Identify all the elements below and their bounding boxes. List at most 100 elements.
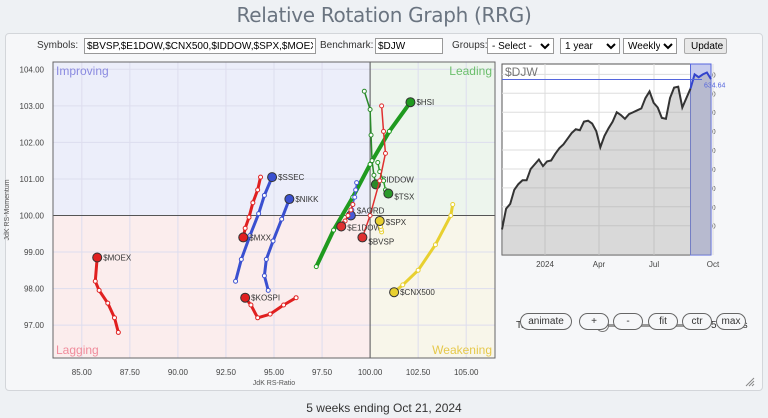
tail-point — [367, 107, 373, 113]
frequency-select[interactable]: Weekly — [623, 38, 677, 54]
animate-button[interactable]: animate — [520, 313, 572, 330]
caption: 5 weeks ending Oct 21, 2024 — [306, 401, 462, 415]
y-tick-label: 103.00 — [20, 102, 45, 111]
head-point — [267, 172, 278, 183]
tail-point — [377, 178, 383, 184]
current-value-label: 634.64 — [704, 82, 726, 89]
quadrant-lagging — [53, 215, 371, 358]
quadrant-label-improving: Improving — [56, 64, 109, 78]
tail-point — [350, 202, 356, 208]
tail-line — [234, 175, 274, 283]
tail-point — [415, 267, 421, 273]
benchmark-x-tick: Jul — [649, 260, 659, 269]
tail-point — [279, 216, 285, 222]
tail-point — [261, 273, 267, 279]
tail-point — [265, 287, 271, 293]
zoom-out-button[interactable]: - — [613, 313, 643, 330]
benchmark-input[interactable] — [375, 38, 443, 54]
x-tick-label: 105.00 — [454, 368, 479, 377]
page-title: Relative Rotation Graph (RRG) — [236, 3, 532, 27]
tail-point — [242, 225, 248, 231]
groups-select[interactable]: - Select - — [487, 38, 554, 54]
symbols-label: Symbols: — [37, 40, 79, 51]
x-axis-label: JdK RS-Ratio — [253, 380, 296, 387]
tail-point — [115, 329, 121, 335]
period-select[interactable]: 1 year — [560, 38, 620, 54]
center-button[interactable]: ctr — [682, 313, 712, 330]
update-button[interactable]: Update — [684, 38, 727, 54]
x-tick-label: 102.50 — [406, 368, 431, 377]
tail-point — [379, 103, 385, 109]
y-tick-label: 97.00 — [24, 321, 45, 330]
symbols-input[interactable] — [84, 38, 316, 54]
benchmark-line — [501, 85, 692, 230]
quadrant-label-leading: Leading — [449, 64, 492, 78]
groups-label: Groups: — [452, 40, 488, 51]
tail-point — [255, 315, 261, 321]
benchmark-label: $DJW — [505, 65, 538, 79]
tail-point — [354, 180, 360, 186]
resize-handle-icon[interactable] — [743, 375, 755, 387]
tail-point — [96, 287, 102, 293]
tail-point — [345, 212, 351, 218]
x-tick-label: 87.50 — [120, 368, 141, 377]
series-bvsp: $BVSP — [357, 103, 394, 246]
series-label: $E1DOW — [347, 223, 381, 232]
quadrant-label-weakening: Weakening — [432, 343, 492, 357]
zoom-in-button[interactable]: + — [579, 313, 609, 330]
series-label: $AORD — [357, 206, 385, 215]
series-nikk: $NIKK — [261, 194, 319, 293]
y-tick-label: 104.00 — [20, 65, 45, 74]
tail-point — [263, 256, 269, 262]
tail-point — [270, 238, 276, 244]
x-tick-label: 85.00 — [72, 368, 93, 377]
tail-point — [352, 194, 358, 200]
head-point — [92, 252, 103, 263]
tail-point — [247, 233, 253, 239]
series-label: $IDDOW — [382, 175, 414, 184]
series-label: $SSEC — [278, 173, 304, 182]
head-point — [240, 292, 251, 303]
tail-point — [382, 150, 388, 156]
head-point — [383, 188, 394, 199]
tail-point — [105, 300, 111, 306]
y-tick-label: 102.00 — [20, 138, 45, 147]
tail-point — [361, 88, 367, 94]
series-mxx: $MXX — [238, 174, 272, 243]
tail-point — [313, 264, 319, 270]
tail-point — [369, 158, 375, 164]
tail-point — [450, 202, 456, 208]
tail-point — [368, 132, 374, 138]
tail-point — [400, 282, 406, 288]
tail-point — [267, 311, 273, 317]
tail-point — [111, 315, 117, 321]
fit-button[interactable]: fit — [648, 313, 678, 330]
benchmark-x-tick: 2024 — [536, 260, 554, 269]
x-tick-label: 92.50 — [216, 368, 237, 377]
quadrant-label-lagging: Lagging — [56, 343, 99, 357]
y-tick-label: 100.00 — [20, 211, 45, 220]
plot-frame — [52, 61, 496, 359]
tail-point — [331, 227, 337, 233]
series-cnx500: $CNX500 — [389, 202, 456, 298]
benchmark-x-tick: Apr — [593, 260, 606, 269]
tail-point — [386, 128, 392, 134]
series-label: $BVSP — [368, 237, 394, 246]
series-label: $CNX500 — [400, 288, 435, 297]
max-button[interactable]: max — [716, 313, 746, 330]
tail-point — [353, 187, 359, 193]
tail-point — [233, 278, 239, 284]
benchmark-area — [502, 72, 711, 255]
y-tick-label: 99.00 — [24, 248, 45, 257]
series-kospi: $KOSPI — [240, 292, 299, 321]
benchmark-label: Benchmark: — [320, 40, 374, 51]
series-moex: $MOEX — [92, 252, 132, 335]
tail-point — [348, 207, 354, 213]
tail-point — [281, 302, 287, 308]
highlight-window — [690, 63, 712, 256]
series-label: $TSX — [394, 193, 415, 202]
tail-point — [448, 212, 454, 218]
tail-point — [367, 212, 373, 218]
tail-point — [250, 200, 256, 206]
